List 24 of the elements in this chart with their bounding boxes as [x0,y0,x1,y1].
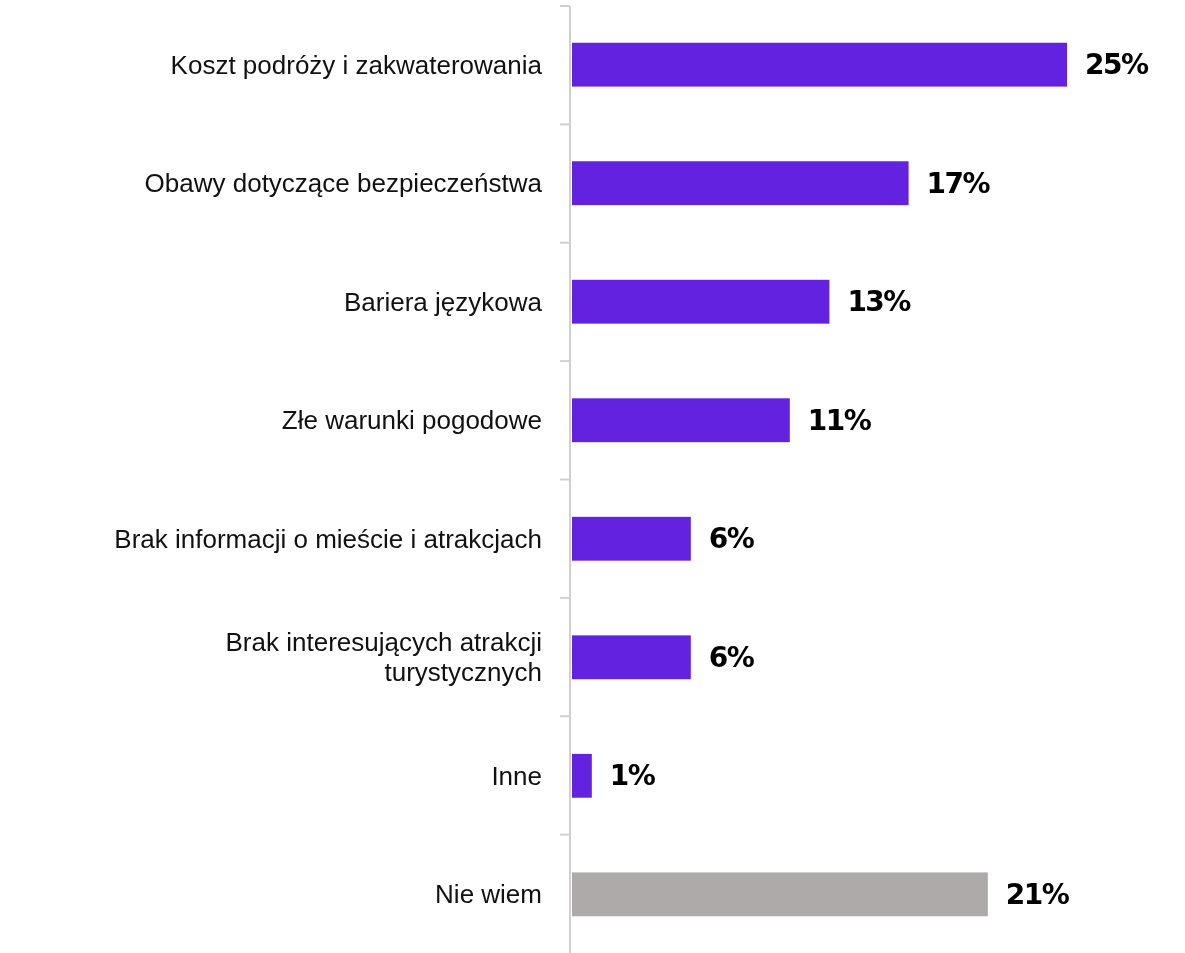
bar [572,516,691,561]
y-tick-label: Brak interesujących atrakcji turystycznych [225,627,542,688]
data-label: 6% [708,640,755,674]
data-label: 6% [708,522,755,556]
bar [572,753,592,798]
y-tick-label: Inne [491,760,542,791]
data-label: 25% [1085,48,1149,82]
data-label: 11% [807,403,872,437]
data-label: 13% [847,285,912,319]
bar [572,398,790,443]
y-tick-label: Brak informacji o mieście i atrakcjach [114,523,542,554]
data-label: 1% [609,759,656,793]
bar [572,279,830,324]
y-tick-label: Koszt podróży i zakwaterowania [170,49,543,80]
y-tick-label: Złe warunki pogodowe [281,405,542,436]
bar [572,872,988,917]
y-tick-label: Obawy dotyczące bezpieczeństwa [144,168,543,199]
y-tick-label: Bariera językowa [344,286,543,317]
bar [572,635,691,680]
data-label: 17% [926,166,991,200]
data-label: 21% [1005,877,1070,911]
y-tick-label: Nie wiem [435,879,542,910]
bar [572,42,1067,87]
bar [572,161,909,206]
